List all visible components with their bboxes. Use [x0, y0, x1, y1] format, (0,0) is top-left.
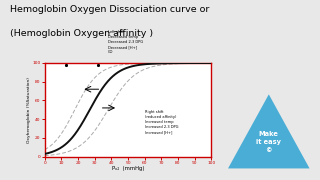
- Text: Left shift
Decreased temp
Decreased 2-3 DPG
Decreased [H+]
CO: Left shift Decreased temp Decreased 2-3 …: [108, 30, 143, 54]
- Text: Right shift
(reduced affinity)
Increased temp
Increased 2-3 DPG
Increased [H+]: Right shift (reduced affinity) Increased…: [145, 110, 178, 134]
- Text: Make
it easy
©: Make it easy ©: [256, 131, 281, 153]
- Text: (Hemoglobin Oxygen affinity ): (Hemoglobin Oxygen affinity ): [10, 29, 153, 38]
- X-axis label: Pₒ₂  (mmHg): Pₒ₂ (mmHg): [112, 166, 144, 171]
- Text: Hemoglobin Oxygen Dissociation curve or: Hemoglobin Oxygen Dissociation curve or: [10, 5, 209, 14]
- Y-axis label: Oxyhemoglobin (%Saturation): Oxyhemoglobin (%Saturation): [27, 77, 31, 143]
- Polygon shape: [228, 94, 309, 168]
